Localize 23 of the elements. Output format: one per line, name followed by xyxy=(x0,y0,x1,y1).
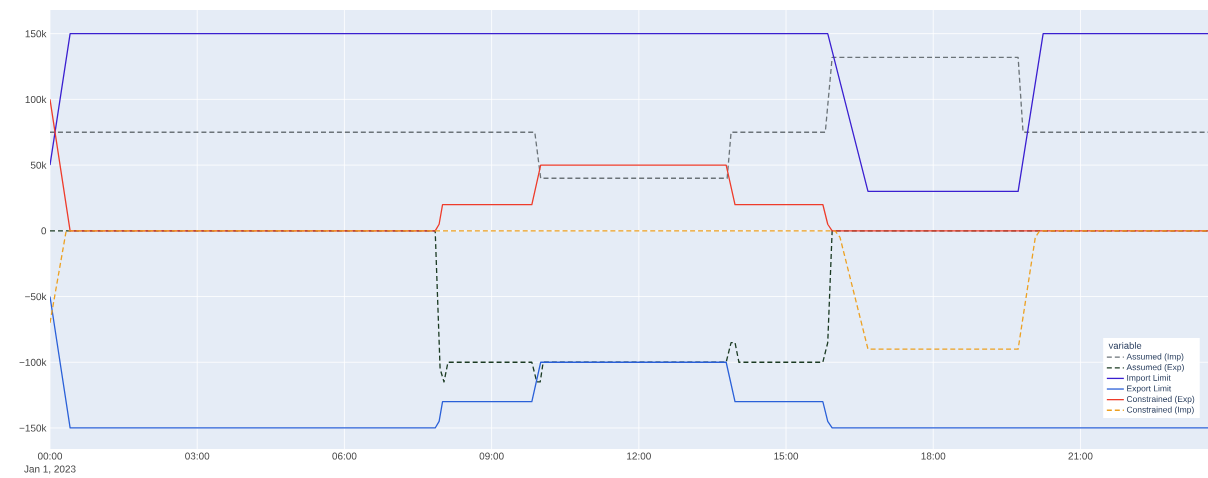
legend-label: Export Limit xyxy=(1127,385,1172,394)
y-tick-label: −150k xyxy=(19,424,47,432)
x-tick-label: 00:00 xyxy=(37,452,63,460)
y-tick-label: 0 xyxy=(41,227,47,235)
legend-label: Constrained (Exp) xyxy=(1126,395,1195,404)
legend-title: variable xyxy=(1108,342,1142,349)
y-tick-label: −50k xyxy=(25,292,47,301)
x-tick-label: 09:00 xyxy=(479,452,504,460)
x-tick-label: 03:00 xyxy=(185,452,210,460)
legend-label: Import Limit xyxy=(1127,374,1171,383)
legend-label: Assumed (Imp) xyxy=(1126,353,1184,362)
y-tick-label: 100k xyxy=(25,95,47,104)
x-tick-label: 12:00 xyxy=(627,452,651,460)
y-tick-label: 50k xyxy=(30,161,47,169)
y-tick-label: −100k xyxy=(19,358,47,366)
text: Jan 1, 2023 xyxy=(24,465,76,474)
x-tick-label: 15:00 xyxy=(774,452,799,460)
legend-label: Assumed (Exp) xyxy=(1126,363,1184,372)
y-tick-label: 150k xyxy=(25,29,47,38)
x-tick-label: 18:00 xyxy=(921,452,946,460)
x-tick-label: 06:00 xyxy=(332,452,357,460)
x-tick-label: 21:00 xyxy=(1068,452,1093,460)
legend-label: Constrained (Imp) xyxy=(1126,406,1194,415)
